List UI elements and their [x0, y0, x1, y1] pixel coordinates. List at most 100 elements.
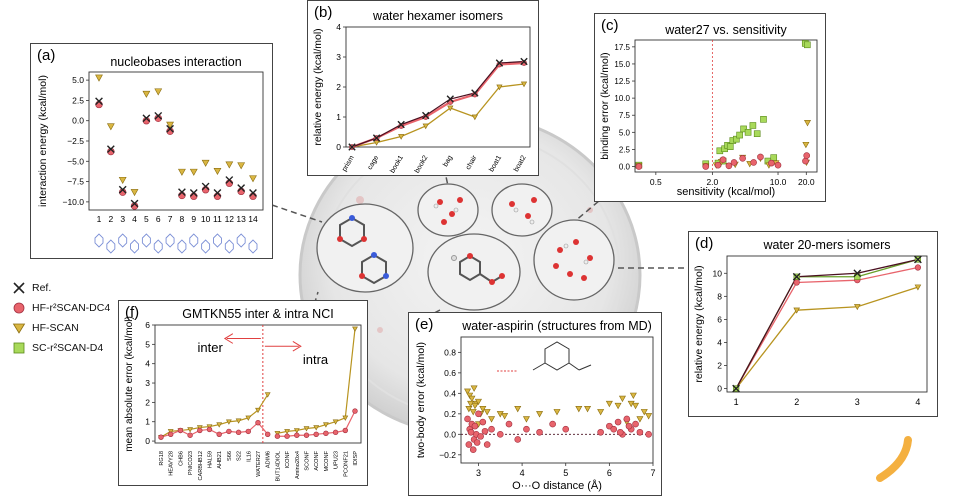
x-tick-label: CHB6 — [178, 451, 184, 466]
nucleobase-thumbnail — [224, 239, 234, 254]
chart-title: water 20-mers isomers — [762, 238, 890, 252]
aspirin-water-structure — [497, 341, 592, 372]
y-tick-label: 0 — [717, 384, 722, 394]
point-hfscan — [237, 162, 246, 170]
point-scd4 — [753, 130, 761, 137]
panel-c: (c) water27 vs. sensitivity binding error … — [594, 13, 826, 202]
x-tick-label: BUT14DIOL — [275, 451, 281, 481]
point-hfscan — [802, 141, 810, 149]
intra-label: intra — [303, 352, 329, 367]
point-scd4 — [770, 154, 778, 161]
point-hfscan — [520, 81, 528, 88]
point-dc4 — [342, 427, 349, 434]
chart-b: (b) water hexamer isomers relative energy … — [312, 4, 531, 175]
point-scd4 — [726, 143, 734, 150]
y-axis-label: mean absolute error (kcal/mol) — [124, 316, 135, 452]
point-dc4 — [471, 422, 479, 430]
point-dc4 — [757, 153, 764, 161]
point-hfscan — [501, 413, 509, 420]
series-ref — [95, 97, 257, 208]
point-hfscan — [201, 159, 210, 167]
panel-label: (d) — [695, 235, 713, 252]
x-tick-label: 3 — [855, 397, 860, 407]
chart-d: (d) water 20-mers isomers relative energy … — [693, 235, 928, 407]
x-tick-label: 1 — [97, 214, 102, 224]
point-hfscan — [470, 385, 478, 392]
point-hfscan — [636, 416, 644, 423]
point-ref — [189, 189, 198, 197]
point-dc4 — [352, 408, 358, 414]
y-tick-label: −10.0 — [62, 197, 84, 207]
x-tick-label: prism — [341, 154, 356, 172]
x-tick-label: boat1 — [488, 154, 503, 173]
plot-area — [634, 39, 818, 173]
point-dc4 — [803, 152, 811, 159]
point-dc4 — [802, 157, 809, 165]
point-hfscan — [447, 105, 454, 112]
point-dc4 — [197, 427, 203, 434]
point-ref — [130, 199, 139, 208]
y-tick-label: 5.0 — [72, 75, 84, 85]
point-hfscan — [95, 74, 103, 82]
point-hfscan — [189, 168, 198, 176]
x-tick-label: 6 — [607, 468, 612, 478]
x-tick-label: RG18 — [159, 451, 165, 466]
point-hfscan — [332, 419, 339, 425]
panel-d: (d) water 20-mers isomers relative energy … — [688, 231, 938, 417]
point-hfscan — [303, 426, 310, 432]
series-dc4 — [158, 408, 358, 440]
point-hfscan — [536, 411, 544, 418]
x-tick-label: 2 — [794, 397, 799, 407]
x-tick-label: WATER27 — [256, 451, 262, 477]
point-dc4 — [226, 428, 232, 435]
y-tick-label: 0.6 — [444, 368, 456, 378]
point-ref — [372, 134, 381, 142]
point-ref — [249, 189, 257, 197]
point-dc4 — [623, 415, 631, 423]
water-cluster-circle — [491, 183, 553, 237]
x-tick-label: CARBHB12 — [198, 451, 204, 481]
x-tick-label: cage — [367, 154, 381, 171]
point-dc4 — [477, 433, 484, 440]
point-dc4 — [274, 433, 281, 439]
y-tick-label: 2 — [717, 360, 722, 370]
y-tick-label: 0.2 — [444, 409, 456, 419]
point-dc4 — [730, 159, 738, 166]
y-tick-label: 0.0 — [72, 116, 84, 126]
y-tick-label: 0.8 — [444, 347, 456, 357]
line-hfscan — [735, 286, 919, 389]
x-tick-label: HAL59 — [208, 451, 214, 468]
point-dc4 — [739, 155, 746, 162]
point-ref — [237, 184, 246, 192]
y-tick-label: 0.0 — [444, 429, 456, 439]
panel-label: (e) — [415, 316, 433, 333]
point-hfscan — [342, 415, 349, 421]
point-hfscan — [468, 395, 476, 403]
x-tick-label: book2 — [414, 154, 430, 174]
point-dc4 — [521, 60, 527, 66]
y-axis-label: two-body error (kcal/mol) — [415, 342, 427, 458]
point-dc4 — [635, 163, 643, 170]
x-tick-label: 2 — [108, 214, 113, 224]
point-dc4 — [750, 159, 757, 166]
point-ref — [95, 97, 103, 106]
series-dc4 — [635, 152, 811, 170]
x-tick-label: HEAVY28 — [169, 451, 175, 476]
x-tick-label: 2.0 — [706, 177, 718, 187]
point-hfscan — [142, 90, 151, 98]
nucleobase-thumbnail — [236, 233, 246, 248]
point-dc4 — [206, 426, 213, 433]
x-tick-label: S22 — [237, 451, 243, 461]
point-ref — [106, 145, 115, 154]
point-dc4 — [167, 431, 174, 437]
y-tick-label: 2 — [145, 397, 150, 407]
x-tick-label: book1 — [389, 154, 405, 174]
nucleobase-thumbnail — [201, 239, 211, 254]
x-tick-label: IDISP — [353, 451, 359, 466]
point-scd4 — [760, 116, 767, 123]
nucleobase-thumbnail — [94, 233, 104, 248]
point-dc4 — [465, 441, 473, 448]
inter-arrow — [223, 333, 261, 344]
point-ref — [471, 89, 479, 97]
point-ref — [792, 272, 801, 281]
